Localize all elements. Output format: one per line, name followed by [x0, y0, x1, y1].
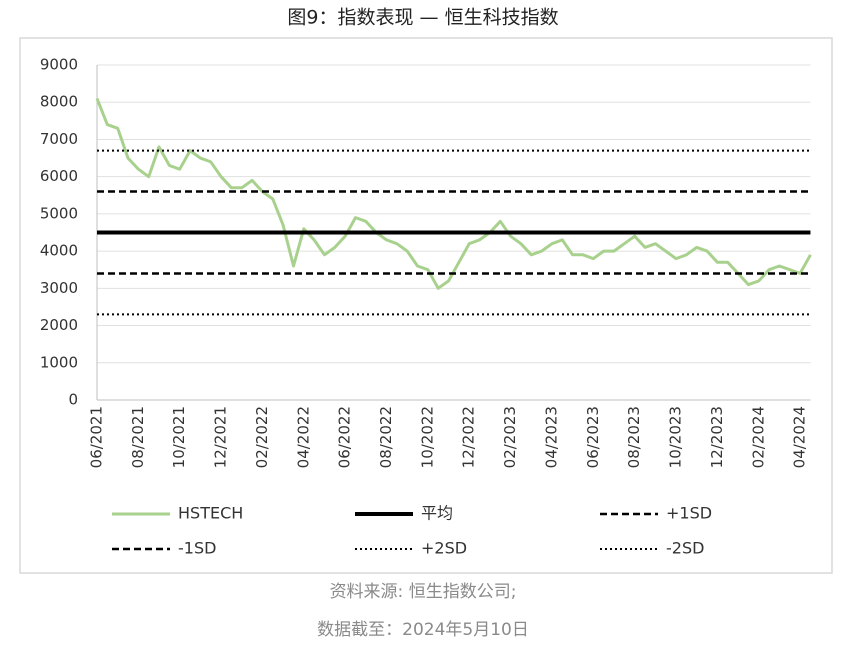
x-tick-label: 06/2023 [584, 406, 602, 468]
legend-label: -1SD [178, 539, 216, 558]
y-tick-label: 6000 [40, 167, 78, 185]
x-tick-label: 08/2023 [625, 406, 643, 468]
y-tick-label: 8000 [40, 93, 78, 111]
x-tick-label: 12/2021 [212, 406, 230, 468]
x-tick-label: 02/2023 [501, 406, 519, 468]
y-tick-label: 5000 [40, 204, 78, 222]
y-tick-label: 4000 [40, 242, 78, 260]
x-tick-label: 06/2021 [88, 406, 106, 468]
y-tick-label: 3000 [40, 279, 78, 297]
y-tick-label: 0 [68, 391, 78, 409]
x-tick-label: 12/2022 [460, 406, 478, 468]
legend-label: HSTECH [178, 504, 243, 523]
x-tick-label: 04/2024 [791, 406, 809, 468]
x-tick-label: 06/2022 [336, 406, 354, 468]
x-tick-label: 02/2024 [749, 406, 767, 468]
source-note: 资料来源: 恒生指数公司; [330, 582, 517, 602]
y-tick-label: 9000 [40, 56, 78, 74]
y-tick-label: 2000 [40, 316, 78, 334]
date-note: 数据截至：2024年5月10日 [317, 620, 529, 640]
legend-label: -2SD [666, 539, 704, 558]
x-tick-label: 04/2023 [542, 406, 560, 468]
x-tick-label: 10/2023 [667, 406, 685, 468]
x-tick-label: 12/2023 [708, 406, 726, 468]
x-tick-label: 08/2022 [377, 406, 395, 468]
x-tick-label: 08/2021 [129, 406, 147, 468]
y-tick-label: 7000 [40, 130, 78, 148]
x-tick-label: 10/2022 [418, 406, 436, 468]
x-tick-label: 04/2022 [294, 406, 312, 468]
legend-label: 平均 [421, 504, 453, 523]
legend-label: +2SD [421, 539, 467, 558]
x-tick-label: 02/2022 [253, 406, 271, 468]
y-tick-label: 1000 [40, 353, 78, 371]
legend-label: +1SD [666, 504, 712, 523]
series-line [95, 97, 812, 290]
chart-title: 图9：指数表现 — 恒生科技指数 [287, 7, 558, 29]
x-tick-label: 10/2021 [170, 406, 188, 468]
chart-frame [19, 37, 833, 574]
